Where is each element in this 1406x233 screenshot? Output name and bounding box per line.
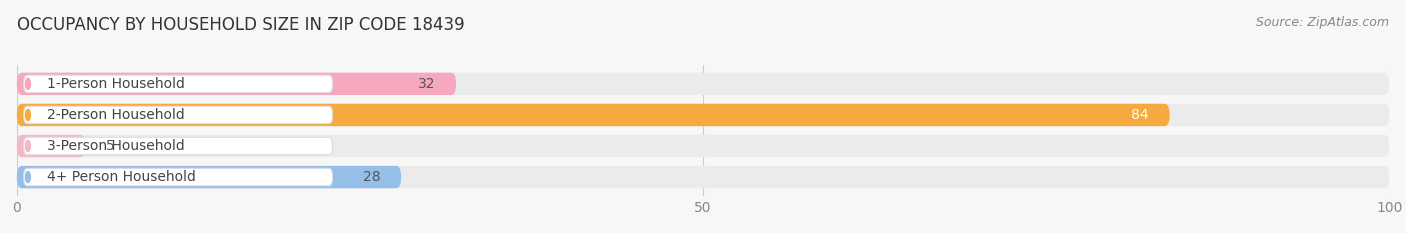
FancyBboxPatch shape bbox=[17, 135, 86, 157]
Text: 2-Person Household: 2-Person Household bbox=[46, 108, 184, 122]
Circle shape bbox=[25, 140, 31, 152]
FancyBboxPatch shape bbox=[17, 73, 456, 95]
FancyBboxPatch shape bbox=[17, 104, 1170, 126]
Text: Source: ZipAtlas.com: Source: ZipAtlas.com bbox=[1256, 16, 1389, 29]
Text: 84: 84 bbox=[1132, 108, 1149, 122]
FancyBboxPatch shape bbox=[17, 166, 401, 188]
Text: 4+ Person Household: 4+ Person Household bbox=[46, 170, 195, 184]
Text: 1-Person Household: 1-Person Household bbox=[46, 77, 184, 91]
FancyBboxPatch shape bbox=[17, 73, 1389, 95]
Text: 3-Person Household: 3-Person Household bbox=[46, 139, 184, 153]
FancyBboxPatch shape bbox=[17, 104, 1389, 126]
Text: 32: 32 bbox=[418, 77, 436, 91]
FancyBboxPatch shape bbox=[24, 75, 332, 93]
FancyBboxPatch shape bbox=[17, 135, 1389, 157]
Text: 5: 5 bbox=[105, 139, 115, 153]
FancyBboxPatch shape bbox=[24, 168, 332, 186]
Circle shape bbox=[25, 171, 31, 183]
Circle shape bbox=[25, 109, 31, 120]
Circle shape bbox=[25, 78, 31, 89]
FancyBboxPatch shape bbox=[24, 137, 332, 155]
FancyBboxPatch shape bbox=[17, 166, 1389, 188]
Text: 28: 28 bbox=[363, 170, 381, 184]
Text: OCCUPANCY BY HOUSEHOLD SIZE IN ZIP CODE 18439: OCCUPANCY BY HOUSEHOLD SIZE IN ZIP CODE … bbox=[17, 16, 464, 34]
FancyBboxPatch shape bbox=[24, 106, 332, 124]
